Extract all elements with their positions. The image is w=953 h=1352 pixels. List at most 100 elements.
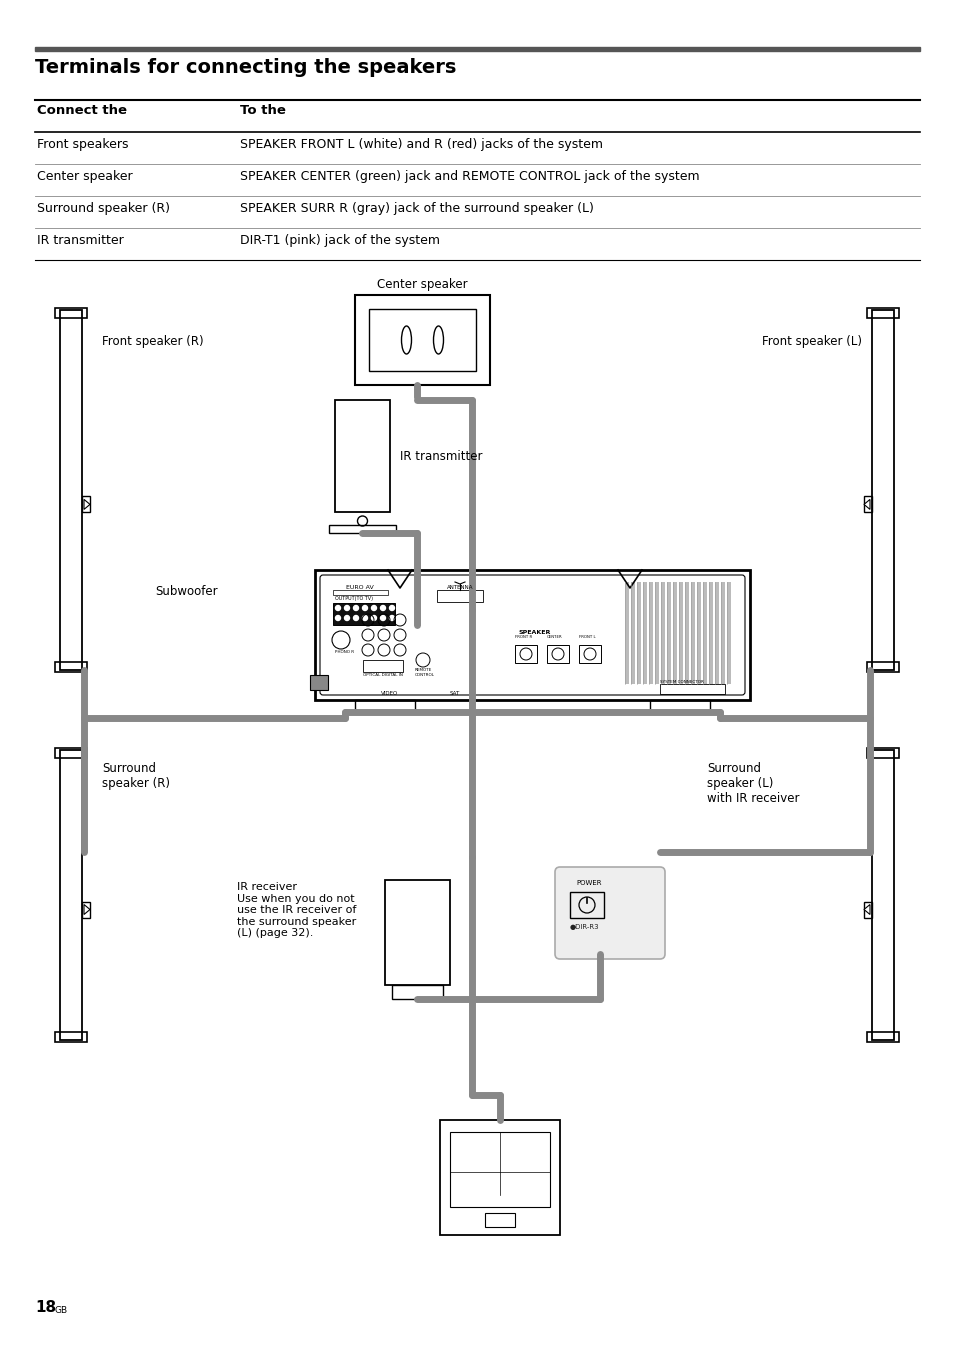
Bar	[666, 581, 670, 684]
Bar	[436, 589, 482, 602]
Bar	[569, 892, 603, 918]
Text: Center speaker: Center speaker	[376, 279, 467, 291]
Text: OUTPUT(TO TV): OUTPUT(TO TV)	[335, 596, 373, 602]
Bar	[637, 581, 640, 684]
Bar	[515, 645, 537, 662]
Text: ANTENNA: ANTENNA	[446, 585, 473, 589]
Bar	[310, 675, 328, 690]
Text: IR transmitter: IR transmitter	[37, 234, 124, 247]
Text: Center speaker: Center speaker	[37, 170, 132, 183]
Text: FRONT R: FRONT R	[515, 635, 532, 639]
Circle shape	[354, 606, 358, 611]
Text: Surround
speaker (L)
with IR receiver: Surround speaker (L) with IR receiver	[706, 763, 799, 804]
Bar	[484, 1213, 515, 1228]
Text: IR receiver
Use when you do not
use the IR receiver of
the surround speaker
(L) : IR receiver Use when you do not use the …	[236, 882, 356, 938]
Polygon shape	[863, 499, 869, 510]
Bar	[866, 308, 898, 318]
Bar	[697, 581, 700, 684]
Text: Surround
speaker (R): Surround speaker (R)	[102, 763, 170, 790]
Polygon shape	[84, 499, 90, 510]
Bar	[720, 581, 724, 684]
Bar	[714, 581, 719, 684]
Circle shape	[335, 606, 340, 611]
Bar	[655, 581, 659, 684]
Circle shape	[371, 615, 376, 621]
Text: To the: To the	[240, 104, 286, 118]
Text: OPTICAL DIGITAL IN: OPTICAL DIGITAL IN	[363, 673, 402, 677]
Bar	[660, 581, 664, 684]
Circle shape	[380, 615, 385, 621]
Text: EURO AV: EURO AV	[346, 585, 374, 589]
Bar	[55, 308, 87, 318]
Bar	[314, 571, 749, 700]
Bar	[578, 645, 600, 662]
Text: Terminals for connecting the speakers: Terminals for connecting the speakers	[35, 58, 456, 77]
Bar	[702, 581, 706, 684]
Text: REMOTE
CONTROL: REMOTE CONTROL	[415, 668, 435, 676]
Text: PHONO R: PHONO R	[335, 650, 354, 654]
Bar	[450, 1132, 550, 1207]
Circle shape	[335, 615, 340, 621]
Text: SPEAKER FRONT L (white) and R (red) jacks of the system: SPEAKER FRONT L (white) and R (red) jack…	[240, 138, 602, 151]
Bar	[35, 47, 919, 51]
FancyBboxPatch shape	[555, 867, 664, 959]
Text: Subwoofer: Subwoofer	[154, 585, 217, 598]
Circle shape	[389, 615, 395, 621]
Polygon shape	[84, 904, 90, 914]
Bar	[679, 581, 682, 684]
Bar	[863, 902, 871, 918]
Bar	[863, 496, 871, 512]
Text: SAT: SAT	[450, 691, 459, 696]
Text: FRONT L: FRONT L	[578, 635, 595, 639]
Bar	[690, 581, 695, 684]
Bar	[624, 581, 628, 684]
Bar	[369, 310, 476, 370]
Bar	[642, 581, 646, 684]
Text: Front speaker (R): Front speaker (R)	[102, 335, 203, 347]
Bar	[659, 684, 724, 694]
Circle shape	[389, 606, 395, 611]
Text: Connect the: Connect the	[37, 104, 127, 118]
Bar	[726, 581, 730, 684]
Text: IR transmitter: IR transmitter	[399, 449, 482, 462]
Bar	[333, 589, 388, 595]
Text: SPEAKER SURR R (gray) jack of the surround speaker (L): SPEAKER SURR R (gray) jack of the surrou…	[240, 201, 594, 215]
Text: Front speakers: Front speakers	[37, 138, 129, 151]
Text: Front speaker (L): Front speaker (L)	[761, 335, 862, 347]
Text: SYSTEM CONNECTOR: SYSTEM CONNECTOR	[659, 680, 703, 684]
Circle shape	[371, 606, 376, 611]
Circle shape	[380, 606, 385, 611]
Bar	[439, 1119, 559, 1234]
Bar	[871, 310, 893, 671]
Polygon shape	[863, 904, 869, 914]
Circle shape	[362, 606, 367, 611]
Bar	[866, 662, 898, 672]
Text: CENTER: CENTER	[546, 635, 562, 639]
Circle shape	[344, 606, 349, 611]
Text: SPEAKER CENTER (green) jack and REMOTE CONTROL jack of the system: SPEAKER CENTER (green) jack and REMOTE C…	[240, 170, 699, 183]
Circle shape	[344, 615, 349, 621]
Text: GB: GB	[54, 1306, 67, 1315]
Bar	[648, 581, 652, 684]
Text: 18: 18	[35, 1301, 56, 1315]
Bar	[55, 662, 87, 672]
Bar	[82, 496, 90, 512]
Bar	[335, 400, 390, 512]
Bar	[708, 581, 712, 684]
Text: VIDEO: VIDEO	[381, 691, 398, 696]
Bar	[866, 748, 898, 758]
Bar	[355, 295, 490, 385]
Bar	[60, 750, 82, 1040]
Bar	[546, 645, 568, 662]
Text: SPEAKER: SPEAKER	[518, 630, 551, 635]
Bar	[55, 748, 87, 758]
Bar	[684, 581, 688, 684]
Bar	[630, 581, 635, 684]
Bar	[672, 581, 677, 684]
Bar	[60, 310, 82, 671]
Bar	[649, 700, 709, 713]
Bar	[866, 1032, 898, 1042]
Bar	[385, 880, 450, 986]
Text: POWER: POWER	[576, 880, 601, 886]
Circle shape	[354, 615, 358, 621]
